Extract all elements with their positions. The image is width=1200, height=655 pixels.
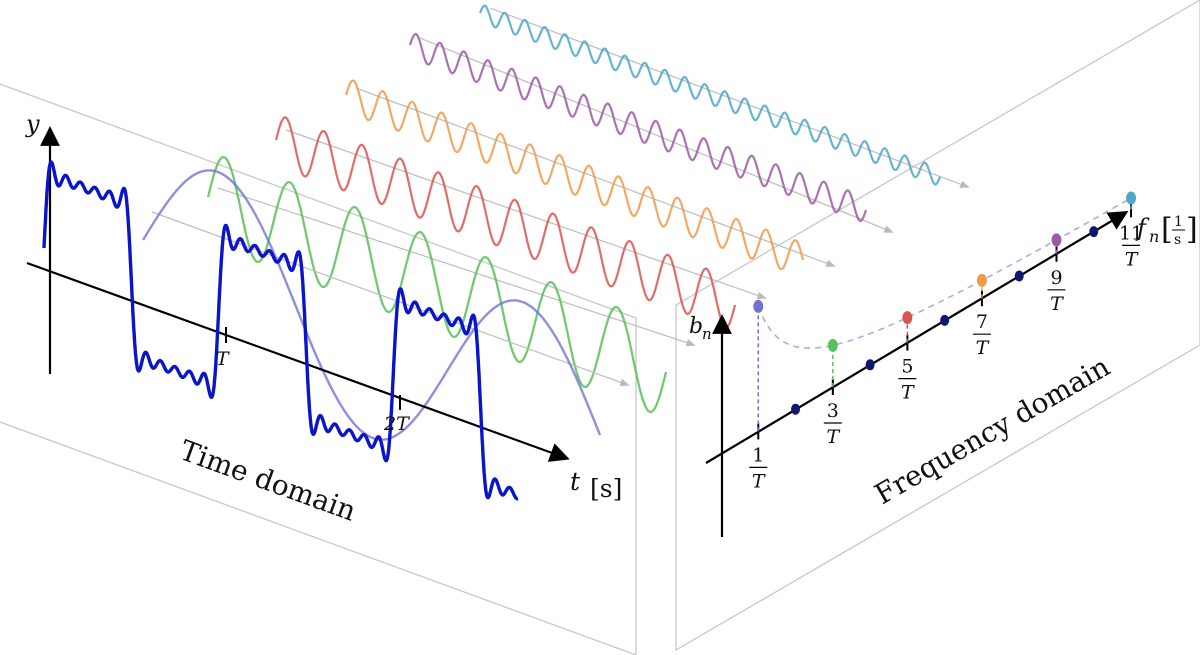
freq-tick-label-num-1: 1 <box>752 444 764 466</box>
harmonic-axis-9 <box>419 37 894 233</box>
time-domain-title: Time domain <box>176 434 361 528</box>
spectrum-dot-5 <box>902 311 913 325</box>
freq-tick-label-den-11: T <box>1125 248 1139 270</box>
freq-f-axis-unit-open: [ <box>1161 212 1173 247</box>
harmonic-wave-7 <box>344 79 805 271</box>
freq-f-axis-subscript: n <box>1149 227 1159 246</box>
freq-tick-label-den-5: T <box>901 382 915 404</box>
tick-2T-label: 2T <box>383 413 410 435</box>
harmonic-axis-5 <box>285 129 767 300</box>
harmonic-wave-1 <box>141 169 602 441</box>
freq-f-axis-label: f <box>1135 214 1150 242</box>
harmonic-waves <box>141 4 970 441</box>
spectrum-dot-even-6 <box>940 314 950 326</box>
frequency-domain-panel <box>675 0 1200 652</box>
spectrum-dot-11 <box>1126 191 1137 205</box>
freq-f-axis-unit-den: s <box>1174 232 1181 248</box>
freq-f-axis-unit-close: ] <box>1186 212 1198 247</box>
square-wave-curve <box>42 160 520 501</box>
freq-tick-label-den-1: T <box>752 470 766 492</box>
freq-f-axis <box>705 210 1129 464</box>
harmonic-wave-5 <box>274 116 737 329</box>
time-domain-panel <box>0 83 637 655</box>
spectrum-envelope <box>757 197 1132 350</box>
spectrum-dot-even-8 <box>1014 270 1024 282</box>
spectrum-dot-even-2 <box>791 403 801 415</box>
freq-tick-label-num-5: 5 <box>901 356 913 378</box>
freq-tick-label-num-3: 3 <box>827 400 839 422</box>
harmonic-wave-11 <box>478 4 942 186</box>
spectrum-dot-3 <box>827 338 838 352</box>
freq-b-axis-label: b <box>689 314 703 339</box>
tick-T-label: T <box>216 348 230 370</box>
freq-tick-label-num-9: 9 <box>1050 267 1062 289</box>
freq-tick-label-num-11: 11 <box>1119 222 1143 244</box>
freq-b-axis-subscript: n <box>702 325 712 343</box>
spectrum-dot-1 <box>753 299 764 313</box>
harmonic-wave-9 <box>408 32 868 223</box>
freq-spectrum <box>753 191 1137 432</box>
freq-tick-label-den-7: T <box>976 337 990 359</box>
freq-ticks: 1 T 3 T 5 T 7 T 9 T 11 T <box>749 201 1143 492</box>
spectrum-dot-even-4 <box>865 359 875 371</box>
time-t-axis <box>26 261 570 462</box>
spectrum-dot-7 <box>976 273 987 287</box>
freq-tick-label-den-9: T <box>1050 293 1064 315</box>
freq-tick-label-den-3: T <box>826 426 840 448</box>
harmonic-wave-3 <box>206 155 668 414</box>
time-t-axis-label: t <box>570 467 581 496</box>
freq-f-axis-unit-num: 1 <box>1174 214 1183 230</box>
time-y-axis-label: y <box>25 110 40 138</box>
freq-tick-label-num-7: 7 <box>976 311 988 333</box>
harmonic-axis-3 <box>217 187 696 347</box>
spectrum-dot-even-10 <box>1089 226 1099 238</box>
time-t-axis-unit: [s] <box>590 474 622 503</box>
spectrum-dot-9 <box>1051 233 1062 247</box>
